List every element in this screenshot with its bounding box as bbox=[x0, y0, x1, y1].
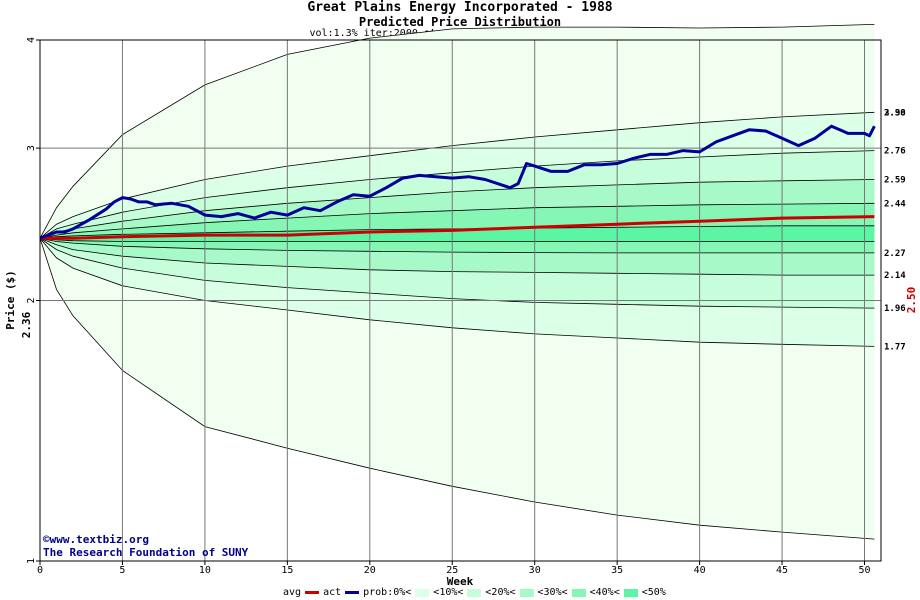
chart-subtitle: Predicted Price Distribution bbox=[358, 15, 562, 29]
legend-band-20-swatch bbox=[519, 588, 534, 597]
legend-band-10-label: <10%< bbox=[433, 587, 464, 598]
x-tick-label: 0 bbox=[37, 565, 43, 576]
legend-band-30-swatch bbox=[571, 588, 586, 597]
x-tick-label: 25 bbox=[446, 565, 458, 576]
right-value-label: 3.30 bbox=[884, 108, 906, 118]
final-avg-label: 2.50 bbox=[905, 287, 918, 314]
x-tick-label: 5 bbox=[119, 565, 125, 576]
legend-band-40-label: <40%< bbox=[589, 587, 620, 598]
legend-band-0-swatch bbox=[415, 588, 430, 597]
legend-avg-swatch bbox=[305, 591, 320, 594]
y-tick-label: 1 bbox=[26, 558, 37, 564]
right-value-label: 2.76 bbox=[884, 147, 906, 157]
right-value-label: 2.27 bbox=[884, 249, 906, 259]
axes: 0 5 10 15 20 25 30 35 40 45 50 1 2 3 4 3.302.98 2.76 2.59… bbox=[26, 37, 906, 576]
right-value-label: 2.98 bbox=[884, 108, 906, 118]
actual-price-line bbox=[39, 124, 876, 240]
price-series bbox=[39, 124, 876, 240]
legend-band-50-label: <50% bbox=[641, 587, 666, 598]
legend-band-40-swatch bbox=[623, 588, 638, 597]
legend-band-30-label: <30%< bbox=[537, 587, 568, 598]
x-tick-label: 45 bbox=[776, 565, 788, 576]
x-tick-label: 35 bbox=[611, 565, 623, 576]
legend: avg act prob:0%< <10%< <20%< <30%< <40%<… bbox=[283, 587, 666, 598]
legend-avg-label: avg bbox=[283, 587, 302, 598]
credit-link[interactable]: ©www.textbiz.org bbox=[43, 533, 149, 546]
legend-band-10-swatch bbox=[467, 588, 482, 597]
band-50% bbox=[40, 225, 875, 242]
credit: ©www.textbiz.org The Research Foundation… bbox=[43, 533, 248, 559]
legend-prob-label: prob:0%< bbox=[363, 587, 412, 598]
legend-act-swatch bbox=[345, 591, 360, 594]
right-value-label: 2.44 bbox=[884, 199, 906, 209]
right-value-label: 1.96 bbox=[884, 304, 906, 314]
avg-price-line bbox=[40, 215, 875, 240]
x-axis-label: Week bbox=[447, 575, 474, 588]
band-0%-upper-line bbox=[39, 24, 875, 239]
y-tick-label: 4 bbox=[26, 37, 37, 43]
x-tick-label: 50 bbox=[858, 565, 870, 576]
y-tick-label: 2 bbox=[26, 297, 37, 303]
legend-act-label: act bbox=[323, 587, 342, 598]
right-value-label: 2.59 bbox=[884, 175, 906, 185]
x-tick-label: 15 bbox=[281, 565, 293, 576]
y-tick-label: 3 bbox=[26, 145, 37, 151]
start-price-label: 2.36 bbox=[20, 311, 33, 338]
y-axis-label: Price ($) bbox=[4, 270, 17, 330]
chart-title: Great Plains Energy Incorporated - 1988 bbox=[307, 0, 613, 15]
x-tick-label: 20 bbox=[364, 565, 376, 576]
credit-org: The Research Foundation of SUNY bbox=[43, 546, 249, 559]
x-tick-label: 40 bbox=[694, 565, 706, 576]
legend-band-20-label: <20%< bbox=[485, 587, 516, 598]
x-tick-label: 30 bbox=[529, 565, 541, 576]
plot-border bbox=[39, 39, 882, 562]
right-value-label: 1.77 bbox=[884, 342, 906, 352]
x-tick-label: 10 bbox=[199, 565, 211, 576]
right-value-label: 2.14 bbox=[884, 271, 906, 281]
